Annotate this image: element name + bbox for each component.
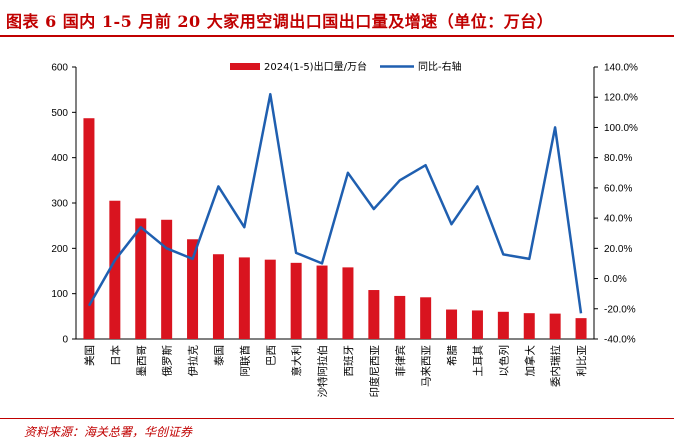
category-label: 委内瑞拉: [549, 345, 562, 387]
right-tick-label: 60.0%: [604, 183, 632, 194]
bar: [316, 265, 328, 339]
title-rule: [0, 35, 674, 37]
bar: [264, 259, 276, 339]
figure-title: 图表 6 国内 1-5 月前 20 大家用空调出口国出口量及增速（单位：万台）: [6, 12, 554, 31]
category-label: 美国: [83, 345, 96, 366]
bar: [290, 262, 302, 339]
left-tick-label: 0: [62, 335, 68, 346]
footer-rule: [0, 418, 674, 419]
bar: [368, 290, 380, 339]
category-label: 意大利: [290, 345, 303, 377]
left-tick-label: 300: [51, 199, 68, 210]
category-label: 伊拉克: [187, 345, 200, 377]
category-label: 菲律宾: [394, 345, 407, 377]
bar: [83, 118, 95, 339]
category-label: 印度尼西亚: [368, 345, 381, 398]
legend: 2024(1-5)出口量/万台 同比-右轴: [230, 60, 462, 73]
bar: [523, 313, 535, 339]
bar: [238, 257, 250, 339]
category-label: 利比亚: [575, 345, 588, 377]
category-label: 马来西亚: [421, 345, 433, 387]
category-label: 俄罗斯: [161, 345, 174, 377]
category-label: 墨西哥: [136, 345, 148, 377]
left-tick-label: 600: [51, 63, 68, 74]
left-tick-label: 400: [51, 153, 68, 164]
left-tick-label: 100: [51, 289, 68, 300]
figure-header: 图表 6 国内 1-5 月前 20 大家用空调出口国出口量及增速（单位：万台）: [0, 0, 674, 38]
category-label: 日本: [109, 345, 122, 366]
category-label: 巴西: [265, 345, 277, 366]
bar: [471, 310, 483, 339]
category-label: 沙特阿拉伯: [316, 345, 329, 398]
left-tick-label: 500: [51, 108, 68, 119]
source-note: 资料来源：海关总署，华创证券: [24, 425, 193, 439]
bar: [109, 200, 121, 339]
left-tick-label: 200: [51, 244, 68, 255]
bar: [135, 218, 147, 339]
legend-bar-label: 2024(1-5)出口量/万台: [264, 60, 367, 73]
legend-line-label: 同比-右轴: [418, 60, 462, 73]
right-tick-label: -40.0%: [604, 335, 636, 346]
category-label: 泰国: [212, 345, 225, 366]
category-label: 加拿大: [523, 345, 536, 377]
bar-series: [83, 118, 587, 339]
right-tick-label: 100.0%: [604, 123, 638, 134]
right-tick-label: 40.0%: [604, 214, 632, 225]
category-label: 阿联酋: [238, 345, 251, 377]
bar: [212, 254, 224, 339]
right-tick-label: 140.0%: [604, 63, 638, 74]
right-tick-label: 80.0%: [604, 153, 632, 164]
bar: [420, 297, 432, 339]
bar: [497, 311, 509, 339]
growth-line: [87, 92, 583, 314]
right-tick-label: -20.0%: [604, 304, 636, 315]
right-tick-label: 0.0%: [604, 274, 627, 285]
axes: 0 100 200 300 400 500 600 -40.0% -20.0% 0.0% 20.0%…: [51, 63, 638, 398]
line-series: [87, 92, 583, 314]
bar: [187, 239, 199, 339]
right-tick-label: 120.0%: [604, 93, 638, 104]
bar: [575, 318, 587, 339]
bar: [342, 267, 354, 339]
bar: [549, 313, 561, 339]
category-label: 希腊: [446, 345, 459, 366]
category-label: 土耳其: [471, 345, 484, 377]
category-label: 西班牙: [343, 345, 355, 377]
combo-chart: 0 100 200 300 400 500 600 -40.0% -20.0% 0.0% 20.0%…: [51, 60, 638, 398]
category-label: 以色列: [497, 345, 510, 377]
bar: [446, 309, 458, 339]
legend-bar-swatch: [230, 63, 260, 70]
bar: [161, 219, 173, 339]
bar: [394, 295, 406, 339]
right-tick-label: 20.0%: [604, 244, 632, 255]
